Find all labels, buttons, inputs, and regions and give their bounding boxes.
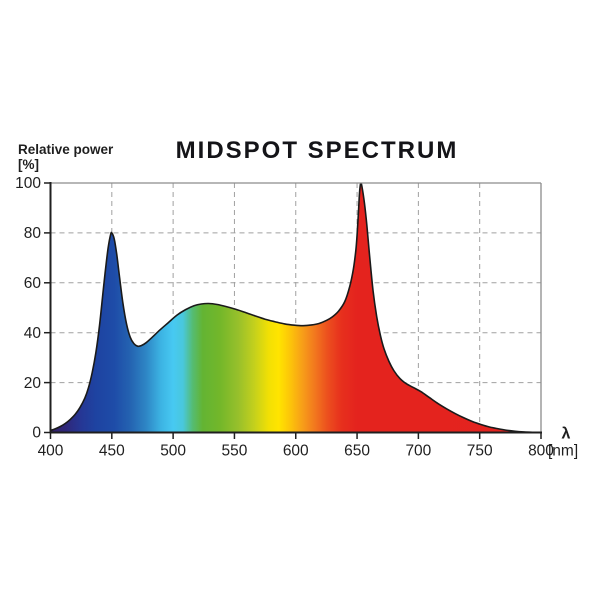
y-axis-title-text: Relative power <box>18 142 114 157</box>
x-tick-label: 700 <box>405 443 431 460</box>
y-tick-label: 80 <box>24 225 42 242</box>
y-tick-label: 60 <box>24 275 42 292</box>
y-tick-label: 0 <box>32 425 41 442</box>
spectrum-area-fill <box>50 183 541 433</box>
x-tick-label: 400 <box>38 443 64 460</box>
x-tick-label: 600 <box>283 443 309 460</box>
spectrum-curve <box>50 183 541 433</box>
lambda-symbol: λ <box>562 426 571 443</box>
y-axis-unit-label: [%] <box>18 156 39 172</box>
x-tick-label: 750 <box>467 443 493 460</box>
page-title: MIDSPOT SPECTRUM <box>175 137 459 164</box>
y-tick-label: 20 <box>24 375 42 392</box>
x-tick-label: 500 <box>160 443 186 460</box>
x-tick-label: 800 <box>528 443 554 460</box>
y-tick-label: 100 <box>15 175 41 192</box>
y-axis-title: Relative power [%] <box>18 142 114 172</box>
x-tick-label: 650 <box>344 443 370 460</box>
x-tick-label: 450 <box>99 443 125 460</box>
x-tick-label: 550 <box>222 443 248 460</box>
y-tick-label: 40 <box>24 325 42 342</box>
x-axis-unit-label: [nm] <box>548 443 578 460</box>
